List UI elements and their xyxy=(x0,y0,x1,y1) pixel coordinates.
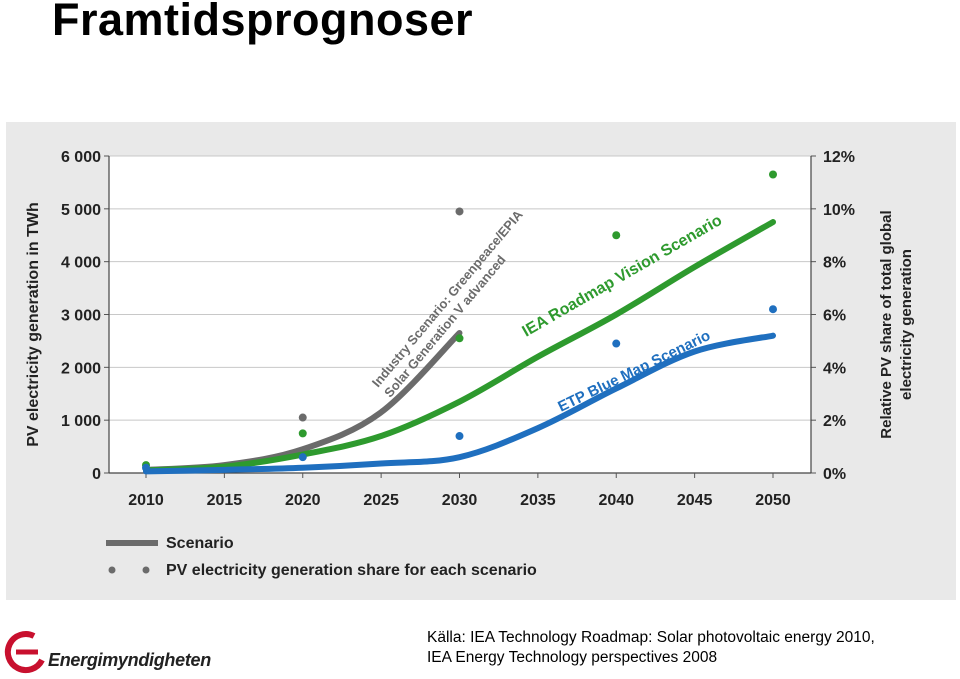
share-point xyxy=(769,170,777,179)
y2-tick-label: 12% xyxy=(823,149,855,166)
legend-dot-swatch xyxy=(142,566,150,574)
y2-tick-label: 2% xyxy=(823,413,846,430)
y2-tick-label: 6% xyxy=(823,308,846,325)
x-tick-label: 2035 xyxy=(520,492,556,509)
logo-text: Energimyndigheten xyxy=(48,650,211,670)
share-point xyxy=(612,339,621,348)
series-line-1 xyxy=(143,219,776,474)
share-point xyxy=(455,207,464,216)
chart-panel: 0 1 000 2 000 3 000 4 000 5 000 6 000 0% 2% 4% 6% 8… xyxy=(6,122,956,600)
y-tick-label: 1 000 xyxy=(61,413,101,430)
series-line-2 xyxy=(143,332,776,475)
axes: 0 1 000 2 000 3 000 4 000 5 000 6 000 0% 2% 4% 6% 8… xyxy=(25,149,915,509)
x-tick-label: 2030 xyxy=(442,492,478,509)
x-tick-label: 2025 xyxy=(363,492,399,509)
scenario-lines xyxy=(143,219,776,475)
x-tick-label: 2010 xyxy=(128,492,164,509)
y-tick-label: 3 000 xyxy=(61,308,101,325)
legend-dot-swatch xyxy=(108,566,116,574)
share-point xyxy=(142,463,150,472)
y-tick-label: 5 000 xyxy=(61,202,101,219)
x-tick-label: 2020 xyxy=(285,492,321,509)
source-line-2: IEA Energy Technology perspectives 2008 xyxy=(427,649,718,666)
y2-tick-label: 0% xyxy=(823,466,846,483)
y-tick-label: 2 000 xyxy=(61,360,101,377)
y-tick-label: 4 000 xyxy=(61,255,101,272)
source-note: Källa: IEA Technology Roadmap: Solar pho… xyxy=(427,628,875,668)
x-tick-label: 2040 xyxy=(598,492,634,509)
y-tick-label: 6 000 xyxy=(61,149,101,166)
y-tick-label: 0 xyxy=(92,466,101,483)
share-point xyxy=(455,334,464,343)
share-point xyxy=(298,413,307,422)
y-axis-title: PV electricity generation in TWh xyxy=(25,202,42,447)
x-tick-label: 2050 xyxy=(755,492,791,509)
x-tick-label: 2045 xyxy=(677,492,713,509)
y2-axis-title-line1: Relative PV share of total global xyxy=(878,210,895,438)
source-line-1: Källa: IEA Technology Roadmap: Solar pho… xyxy=(427,629,875,646)
pv-chart: 0 1 000 2 000 3 000 4 000 5 000 6 000 0% 2% 4% 6% 8… xyxy=(25,149,915,579)
y2-tick-label: 10% xyxy=(823,202,855,219)
y2-tick-label: 8% xyxy=(823,255,846,272)
share-point xyxy=(612,231,621,240)
share-point xyxy=(298,453,307,462)
share-point xyxy=(455,432,464,441)
share-point xyxy=(769,305,777,314)
share-points xyxy=(142,170,777,472)
y2-axis-title-line2: electricity generation xyxy=(898,249,915,400)
energimyndigheten-logo: Energimyndigheten xyxy=(4,630,211,674)
legend-label-share: PV electricity generation share for each… xyxy=(166,562,537,579)
legend-label-scenario: Scenario xyxy=(166,535,234,552)
logo-swoosh-icon xyxy=(4,631,45,674)
share-point xyxy=(298,429,307,438)
page-title: Framtidsprognoser xyxy=(52,0,474,45)
x-tick-label: 2015 xyxy=(207,492,243,509)
legend: Scenario PV electricity generation share … xyxy=(106,535,537,579)
y2-tick-label: 4% xyxy=(823,360,846,377)
